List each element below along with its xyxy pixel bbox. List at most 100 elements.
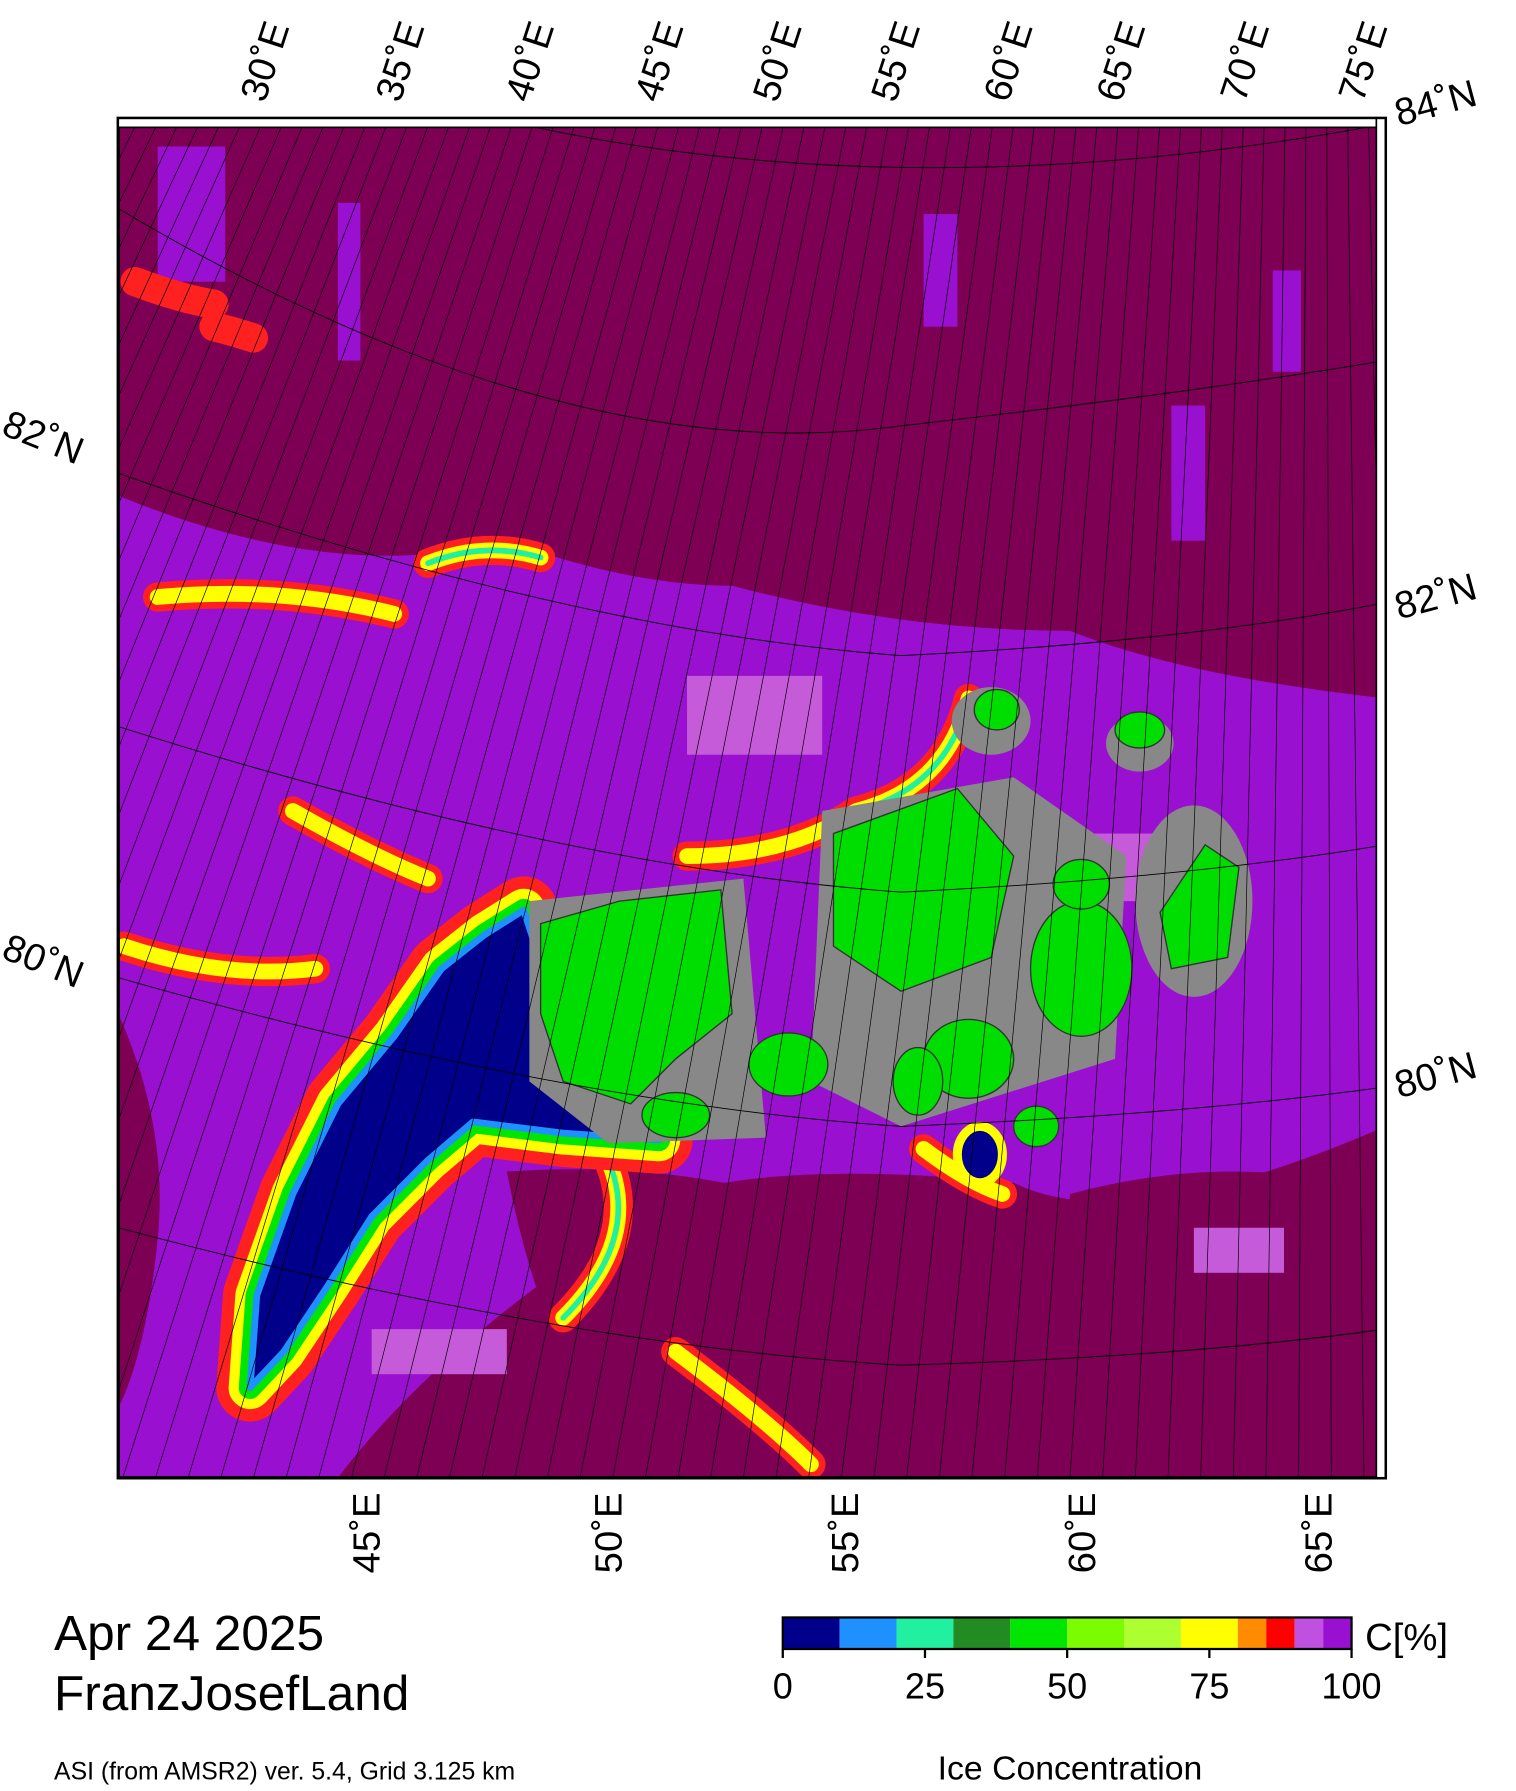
meridian xyxy=(1232,118,1265,1478)
colorbar-tick-label: 50 xyxy=(1047,1666,1087,1707)
colorbar-bin xyxy=(839,1617,897,1649)
meridian xyxy=(118,118,286,506)
top-lon-label: 40˚E xyxy=(497,16,563,106)
colorbar-unit: C[%] xyxy=(1365,1616,1448,1659)
meridian xyxy=(118,118,536,1393)
meridian xyxy=(775,118,973,1478)
meridian xyxy=(318,118,682,1478)
source: ASI (from AMSR2) ver. 5.4, Grid 3.125 km xyxy=(54,1759,515,1786)
meridian xyxy=(118,118,473,1122)
colorbar-tick-label: 100 xyxy=(1321,1666,1381,1707)
colorbar-bin xyxy=(1294,1617,1324,1649)
region: FranzJosefLand xyxy=(54,1665,409,1721)
map-frame-right xyxy=(1375,117,1387,1479)
meridian xyxy=(710,118,932,1478)
meridian xyxy=(1102,118,1182,1478)
meridian xyxy=(1265,118,1286,1478)
bottom-lon-label: 50˚E xyxy=(588,1492,631,1573)
date: Apr 24 2025 xyxy=(54,1605,324,1661)
right-lat-label: 84˚N xyxy=(1390,72,1481,135)
meridian xyxy=(1167,118,1223,1478)
top-lon-label: 65˚E xyxy=(1088,16,1154,106)
meridian xyxy=(118,118,244,398)
meridian xyxy=(645,118,890,1478)
top-lon-label: 50˚E xyxy=(745,16,811,106)
bottom-lon-label: 60˚E xyxy=(1061,1492,1104,1573)
meridian xyxy=(1004,118,1119,1478)
top-lon-label: 45˚E xyxy=(627,16,693,106)
meridian xyxy=(253,118,640,1478)
meridian xyxy=(118,118,390,818)
meridian xyxy=(118,118,265,451)
meridian xyxy=(118,118,432,963)
meridian xyxy=(1326,118,1332,1478)
colorbar-bin xyxy=(1266,1617,1295,1649)
meridian xyxy=(971,118,1098,1478)
meridian xyxy=(1069,118,1161,1478)
map-area xyxy=(118,118,1386,1478)
open-water-patches xyxy=(118,1013,1386,1478)
meridian xyxy=(808,118,994,1478)
colorbar-bin xyxy=(1010,1617,1068,1649)
meridian xyxy=(906,118,1057,1478)
meridian xyxy=(449,118,765,1478)
meridian xyxy=(743,118,953,1478)
meridian xyxy=(118,118,119,120)
colorbar-bin xyxy=(782,1617,840,1649)
meridian xyxy=(220,118,619,1478)
top-lon-label: 30˚E xyxy=(232,16,298,106)
colorbar-bin xyxy=(1067,1617,1125,1649)
right-lat-label: 80˚N xyxy=(1390,1044,1481,1107)
meridian xyxy=(514,118,807,1478)
meridian xyxy=(677,118,911,1478)
meridian xyxy=(579,118,848,1478)
meridian xyxy=(187,118,598,1478)
top-lon-label: 60˚E xyxy=(976,16,1042,106)
meridian xyxy=(118,118,327,623)
meridian xyxy=(938,118,1078,1478)
top-lon-label: 75˚E xyxy=(1330,16,1396,106)
meridian xyxy=(1347,118,1365,1478)
meridian xyxy=(118,118,515,1298)
meridian xyxy=(1036,118,1140,1478)
colorbar-bin xyxy=(896,1617,954,1649)
islands xyxy=(529,687,1253,1188)
right-lat-label: 82˚N xyxy=(1390,565,1481,628)
meridian xyxy=(155,118,577,1478)
colorbar-bin xyxy=(953,1617,1011,1649)
meridian xyxy=(383,118,723,1478)
meridian xyxy=(351,118,703,1478)
meridian-lines xyxy=(118,118,1386,1478)
bottom-lon-label: 45˚E xyxy=(346,1492,389,1573)
meridian xyxy=(118,118,369,750)
meridian xyxy=(1298,118,1307,1478)
meridian xyxy=(1200,118,1244,1478)
top-lon-label: 35˚E xyxy=(368,16,434,106)
map-frame-top xyxy=(117,117,1387,129)
meridian xyxy=(122,118,557,1478)
colorbar-bin xyxy=(1237,1617,1267,1649)
meridian xyxy=(873,118,1036,1478)
bottom-lon-label: 65˚E xyxy=(1297,1492,1340,1573)
bottom-lon-label: 55˚E xyxy=(824,1492,867,1573)
meridian xyxy=(612,118,869,1478)
meridian xyxy=(118,118,411,889)
colorbar: C[%] Ice Concentration 0 25 50 75 100 xyxy=(773,1616,1448,1788)
meridian xyxy=(547,118,828,1478)
meridian xyxy=(481,118,786,1478)
meridian xyxy=(1134,118,1203,1478)
meridian xyxy=(285,118,661,1478)
meridian xyxy=(118,118,452,1041)
meridian xyxy=(118,118,494,1208)
colorbar-bin xyxy=(1323,1617,1352,1649)
colorbar-tick-label: 25 xyxy=(905,1666,945,1707)
colorbar-title: Ice Concentration xyxy=(938,1750,1203,1788)
colorbar-bin xyxy=(1124,1617,1181,1649)
colorbar-tick-label: 0 xyxy=(773,1666,793,1707)
top-lon-label: 55˚E xyxy=(863,16,929,106)
meridian xyxy=(416,118,744,1478)
meridian xyxy=(118,118,307,563)
latitude-lines xyxy=(118,118,1386,1366)
